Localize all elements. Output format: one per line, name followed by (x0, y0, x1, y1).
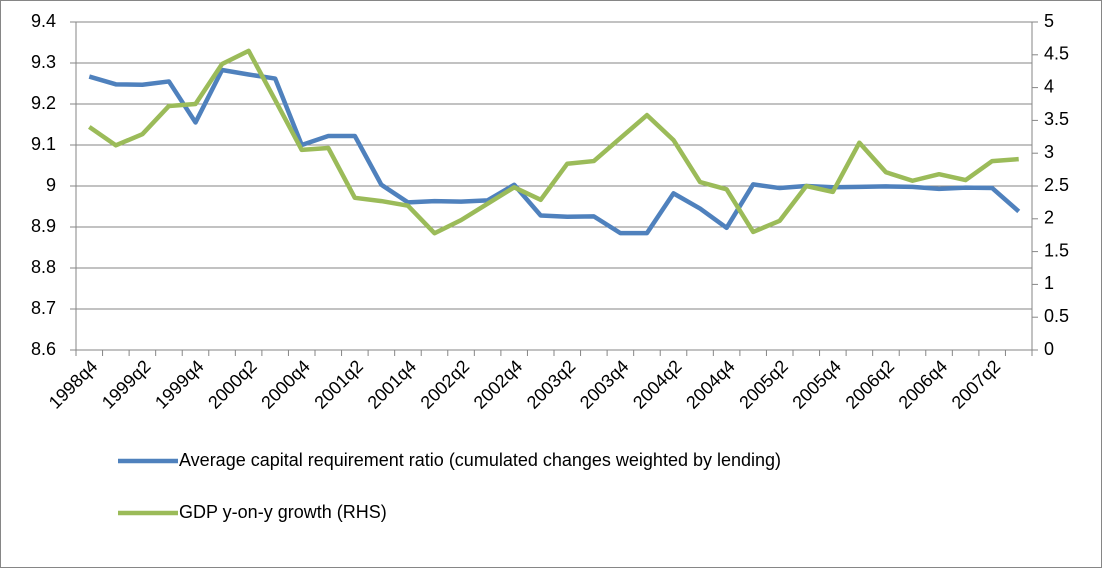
y-tick-label: 8.9 (31, 216, 56, 236)
y2-tick-label: 4.5 (1044, 44, 1069, 64)
y2-tick-label: 5 (1044, 11, 1054, 31)
y-tick-label: 8.6 (31, 339, 56, 359)
legend-label: GDP y-on-y growth (RHS) (179, 502, 387, 522)
y2-tick-label: 1 (1044, 273, 1054, 293)
y-tick-label: 8.7 (31, 298, 56, 318)
y-tick-label: 9.3 (31, 52, 56, 72)
y2-tick-label: 1.5 (1044, 240, 1069, 260)
y2-tick-label: 0 (1044, 339, 1054, 359)
y2-tick-label: 3 (1044, 142, 1054, 162)
y2-tick-label: 2 (1044, 208, 1054, 228)
y-tick-label: 9.4 (31, 11, 56, 31)
y2-tick-label: 3.5 (1044, 109, 1069, 129)
y-tick-label: 9.1 (31, 134, 56, 154)
legend-label: Average capital requirement ratio (cumul… (179, 450, 781, 470)
data-line (87, 48, 1019, 236)
y2-tick-label: 2.5 (1044, 175, 1069, 195)
y2-tick-label: 4 (1044, 76, 1054, 96)
y2-tick-label: 0.5 (1044, 306, 1069, 326)
y-tick-label: 9.2 (31, 93, 56, 113)
data-line (88, 67, 1021, 236)
y-tick-label: 8.8 (31, 257, 56, 277)
y-tick-label: 9 (46, 175, 56, 195)
